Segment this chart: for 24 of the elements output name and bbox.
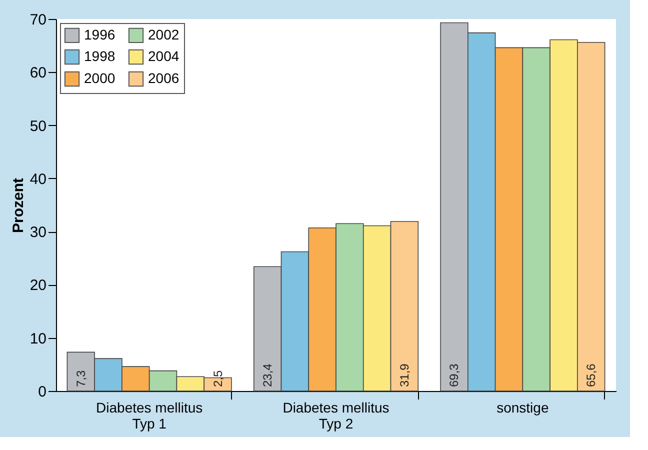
legend-label: 1998: [84, 48, 116, 64]
x-tick-label: Diabetes mellitus Typ 2: [282, 400, 390, 432]
legend-label: 2002: [148, 26, 180, 42]
y-tick-label: 30: [30, 224, 46, 242]
x-tick-label: sonstige: [496, 400, 549, 416]
y-tick-label: 10: [30, 330, 46, 348]
y-tick-label: 0: [38, 384, 46, 400]
y-tick-label: 60: [30, 64, 46, 82]
y-axis-title: Prozent: [10, 178, 27, 234]
y-tick-label: 70: [30, 12, 46, 28]
y-tick-label: 40: [30, 170, 46, 188]
legend-label: 2004: [148, 48, 180, 64]
x-tick-label: Diabetes mellitus Typ 1: [96, 400, 203, 432]
data-label: 23,4: [260, 363, 275, 387]
data-label: 7,3: [74, 370, 88, 387]
legend-label: 1996: [84, 26, 116, 42]
data-label: 31,9: [397, 363, 412, 387]
y-tick-label: 50: [30, 118, 46, 135]
data-label: 69,3: [447, 363, 462, 387]
legend-label: 2006: [148, 70, 180, 86]
data-label: 2,5: [210, 370, 225, 387]
y-tick-label: 20: [30, 277, 46, 294]
data-label: 65,6: [584, 363, 598, 387]
legend-label: 2000: [84, 70, 116, 86]
